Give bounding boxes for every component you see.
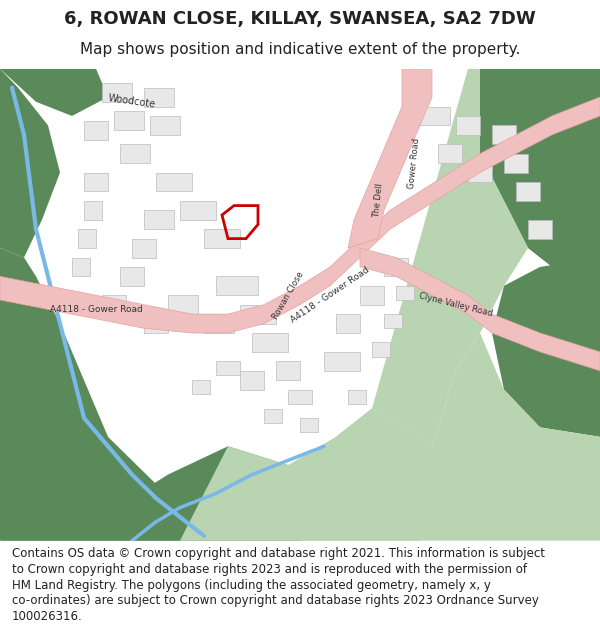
Text: Rowan Close: Rowan Close <box>271 270 305 321</box>
Polygon shape <box>420 106 450 126</box>
Polygon shape <box>120 267 144 286</box>
Polygon shape <box>204 314 234 333</box>
Text: Map shows position and indicative extent of the property.: Map shows position and indicative extent… <box>80 42 520 57</box>
Polygon shape <box>252 333 288 352</box>
Polygon shape <box>102 295 126 314</box>
Polygon shape <box>132 239 156 258</box>
Polygon shape <box>0 97 600 333</box>
Polygon shape <box>144 210 174 229</box>
Polygon shape <box>216 276 258 295</box>
Text: Clyne Valley Road: Clyne Valley Road <box>418 291 494 318</box>
Polygon shape <box>150 116 180 135</box>
Polygon shape <box>360 248 600 371</box>
Text: 100026316.: 100026316. <box>12 610 83 622</box>
Text: Contains OS data © Crown copyright and database right 2021. This information is : Contains OS data © Crown copyright and d… <box>12 548 545 561</box>
Polygon shape <box>468 163 492 182</box>
Polygon shape <box>300 418 318 432</box>
Polygon shape <box>396 286 414 300</box>
Text: co-ordinates) are subject to Crown copyright and database rights 2023 Ordnance S: co-ordinates) are subject to Crown copyr… <box>12 594 539 608</box>
Polygon shape <box>102 83 132 102</box>
Polygon shape <box>516 182 540 201</box>
Text: 6, ROWAN CLOSE, KILLAY, SWANSEA, SA2 7DW: 6, ROWAN CLOSE, KILLAY, SWANSEA, SA2 7DW <box>64 10 536 28</box>
Polygon shape <box>384 314 402 328</box>
Polygon shape <box>144 88 174 106</box>
Polygon shape <box>528 220 552 239</box>
Polygon shape <box>456 116 480 135</box>
Polygon shape <box>492 258 600 437</box>
Polygon shape <box>384 258 408 276</box>
Polygon shape <box>276 361 300 380</box>
Polygon shape <box>168 295 198 314</box>
Polygon shape <box>372 69 528 446</box>
Polygon shape <box>78 229 96 248</box>
Polygon shape <box>348 69 432 248</box>
Polygon shape <box>84 121 108 139</box>
Polygon shape <box>288 389 312 404</box>
Polygon shape <box>0 69 60 258</box>
Polygon shape <box>240 304 276 324</box>
Polygon shape <box>0 248 180 541</box>
Polygon shape <box>432 333 600 541</box>
Polygon shape <box>264 409 282 422</box>
Polygon shape <box>84 173 108 191</box>
Polygon shape <box>84 201 102 220</box>
Polygon shape <box>192 380 210 394</box>
Polygon shape <box>156 173 192 191</box>
Polygon shape <box>336 314 360 333</box>
Polygon shape <box>504 154 528 173</box>
Polygon shape <box>120 144 150 163</box>
Polygon shape <box>360 286 384 304</box>
Polygon shape <box>348 389 366 404</box>
Polygon shape <box>216 361 240 376</box>
Polygon shape <box>468 69 600 276</box>
Text: HM Land Registry. The polygons (including the associated geometry, namely x, y: HM Land Registry. The polygons (includin… <box>12 579 491 592</box>
Text: A4118 - Gower Road: A4118 - Gower Road <box>50 305 142 314</box>
Polygon shape <box>372 342 390 357</box>
Text: A4118 - Gower Road: A4118 - Gower Road <box>289 266 371 325</box>
Polygon shape <box>468 69 600 126</box>
Polygon shape <box>0 69 108 116</box>
Polygon shape <box>438 144 462 163</box>
Polygon shape <box>72 258 90 276</box>
Polygon shape <box>240 371 264 389</box>
Text: Gower Road: Gower Road <box>407 138 421 189</box>
Polygon shape <box>180 409 432 541</box>
Polygon shape <box>0 446 300 541</box>
Text: Woodcote: Woodcote <box>107 94 157 110</box>
Polygon shape <box>324 352 360 371</box>
Polygon shape <box>300 409 432 541</box>
Polygon shape <box>114 111 144 130</box>
Text: The Dell: The Dell <box>372 183 384 219</box>
Polygon shape <box>492 126 516 144</box>
Text: to Crown copyright and database rights 2023 and is reproduced with the permissio: to Crown copyright and database rights 2… <box>12 563 527 576</box>
Polygon shape <box>204 229 240 248</box>
Polygon shape <box>180 201 216 220</box>
Polygon shape <box>144 314 168 333</box>
